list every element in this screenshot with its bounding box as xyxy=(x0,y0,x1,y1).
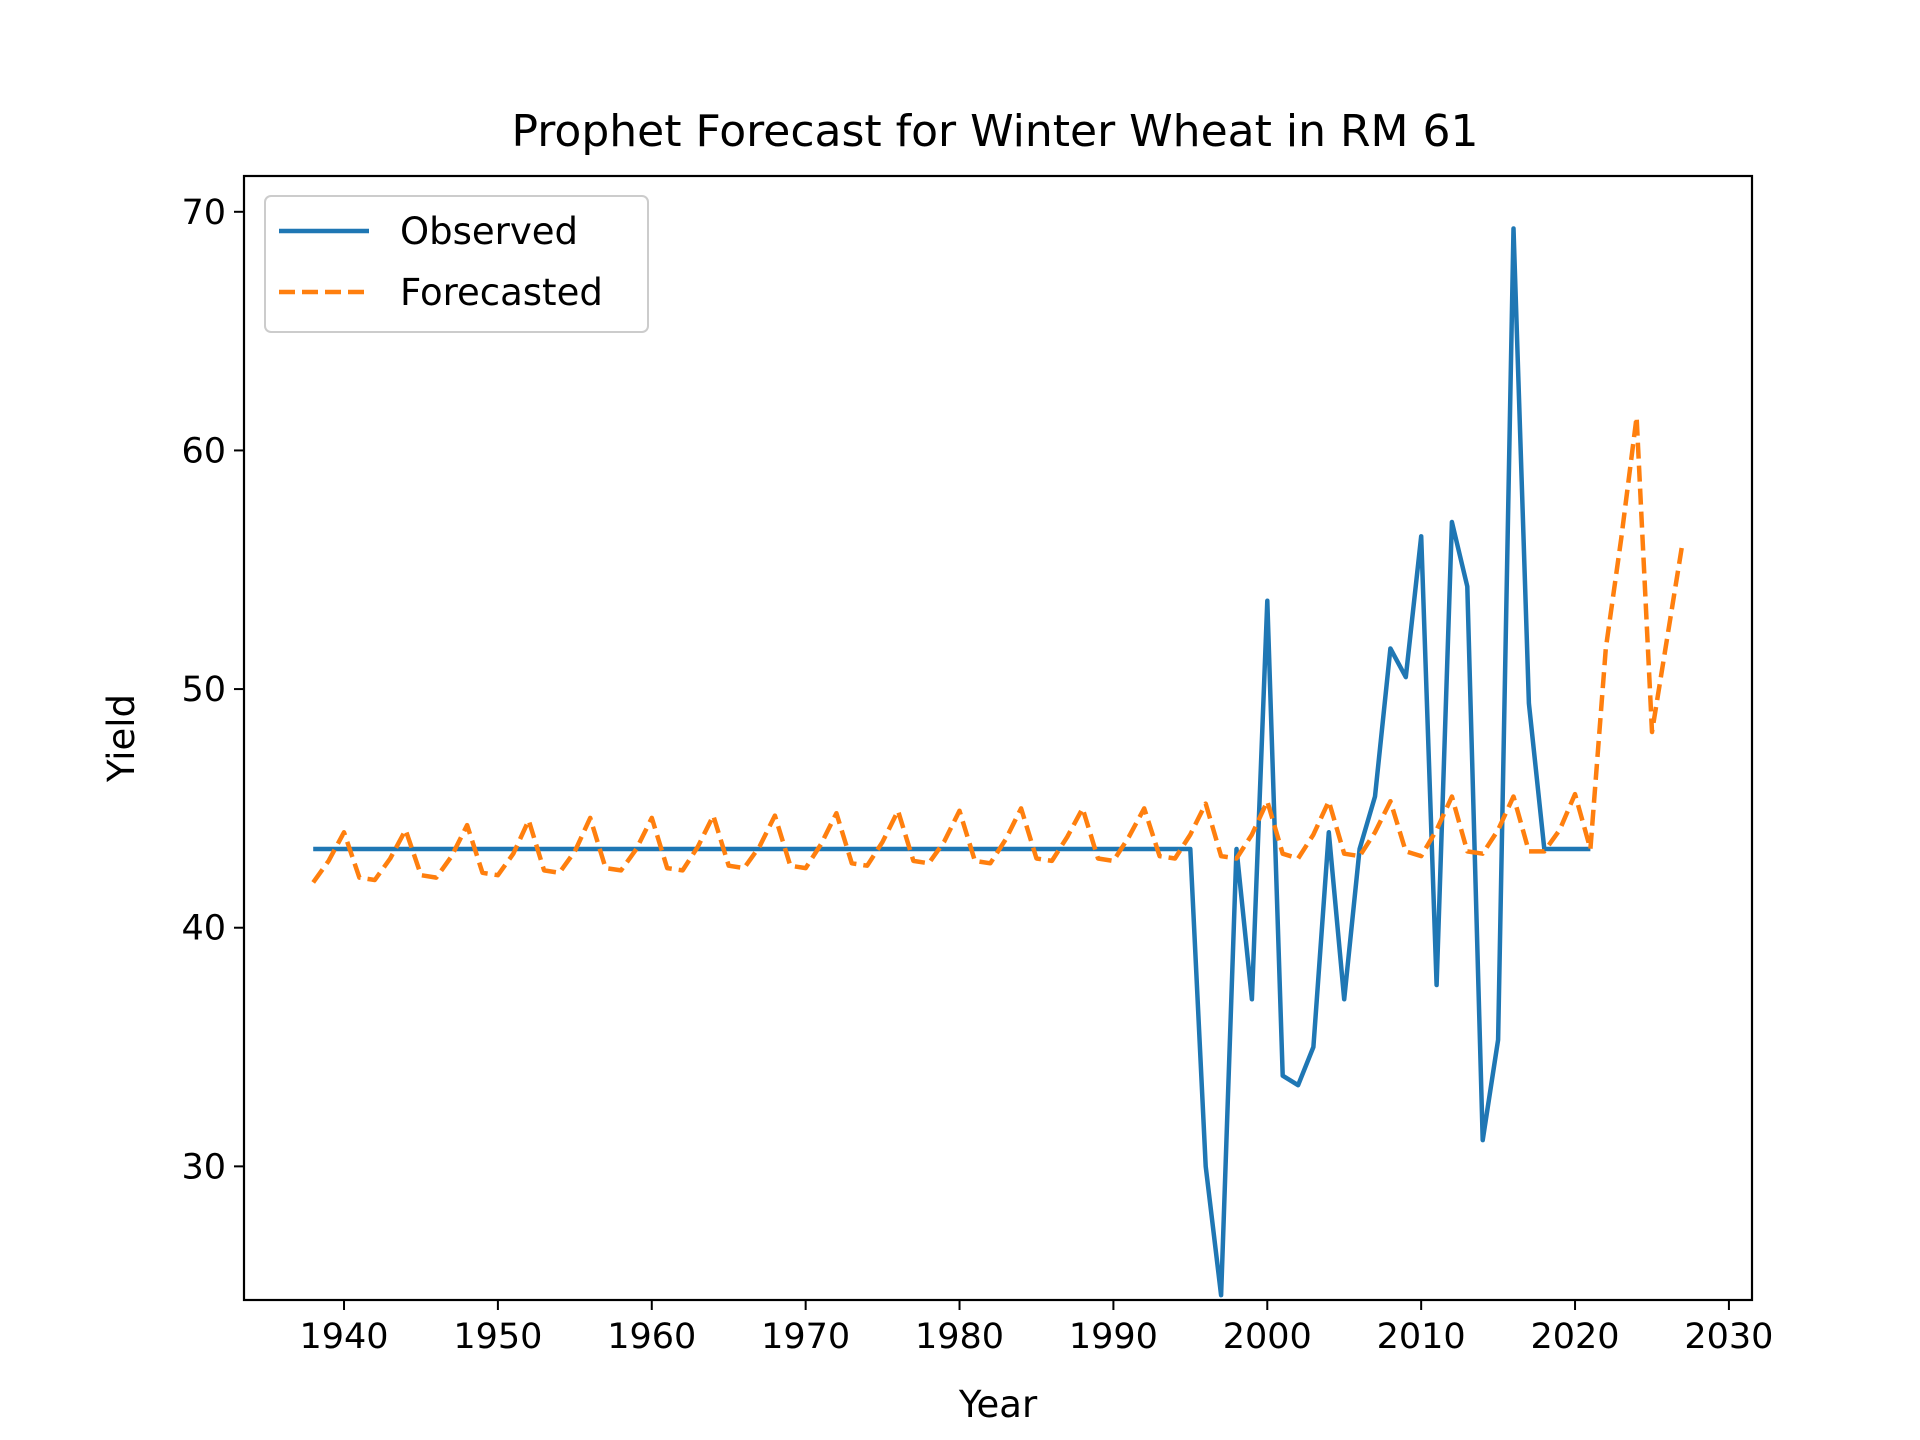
legend-label-observed: Observed xyxy=(400,210,578,253)
x-axis-ticks: 1940 1950 1960 1970 1980 1990 2000 2010 2020 2030 xyxy=(299,1300,1773,1357)
x-tick-label: 1940 xyxy=(299,1317,388,1357)
series-layer xyxy=(311,226,1686,1298)
y-tick-label: 30 xyxy=(181,1147,226,1187)
plot-area xyxy=(242,174,1754,1302)
x-tick-label: 1980 xyxy=(915,1317,1004,1357)
y-tick-label: 40 xyxy=(181,909,226,949)
y-axis-ticks: 30 40 50 60 70 xyxy=(181,193,244,1187)
x-tick-label: 2020 xyxy=(1531,1317,1620,1357)
x-tick-label: 1950 xyxy=(453,1317,542,1357)
y-tick-label: 70 xyxy=(181,193,226,233)
legend: Observed Forecasted xyxy=(264,195,649,333)
x-tick-label: 1990 xyxy=(1069,1317,1158,1357)
x-tick-label: 1960 xyxy=(607,1317,696,1357)
x-tick-label: 2000 xyxy=(1223,1317,1312,1357)
x-tick-label: 2030 xyxy=(1684,1317,1773,1357)
x-tick-label: 1970 xyxy=(761,1317,850,1357)
series-line-observed xyxy=(313,226,1591,1298)
chart-title: Prophet Forecast for Winter Wheat in RM … xyxy=(512,106,1479,157)
axes-frame xyxy=(242,174,1754,1302)
y-tick-label: 60 xyxy=(181,431,226,471)
series-line-forecasted xyxy=(311,414,1686,884)
x-tick-label: 2010 xyxy=(1377,1317,1466,1357)
x-axis-label: Year xyxy=(958,1383,1038,1426)
y-tick-label: 50 xyxy=(181,670,226,710)
y-axis-label: Yield xyxy=(100,694,143,783)
legend-label-forecasted: Forecasted xyxy=(400,271,603,314)
